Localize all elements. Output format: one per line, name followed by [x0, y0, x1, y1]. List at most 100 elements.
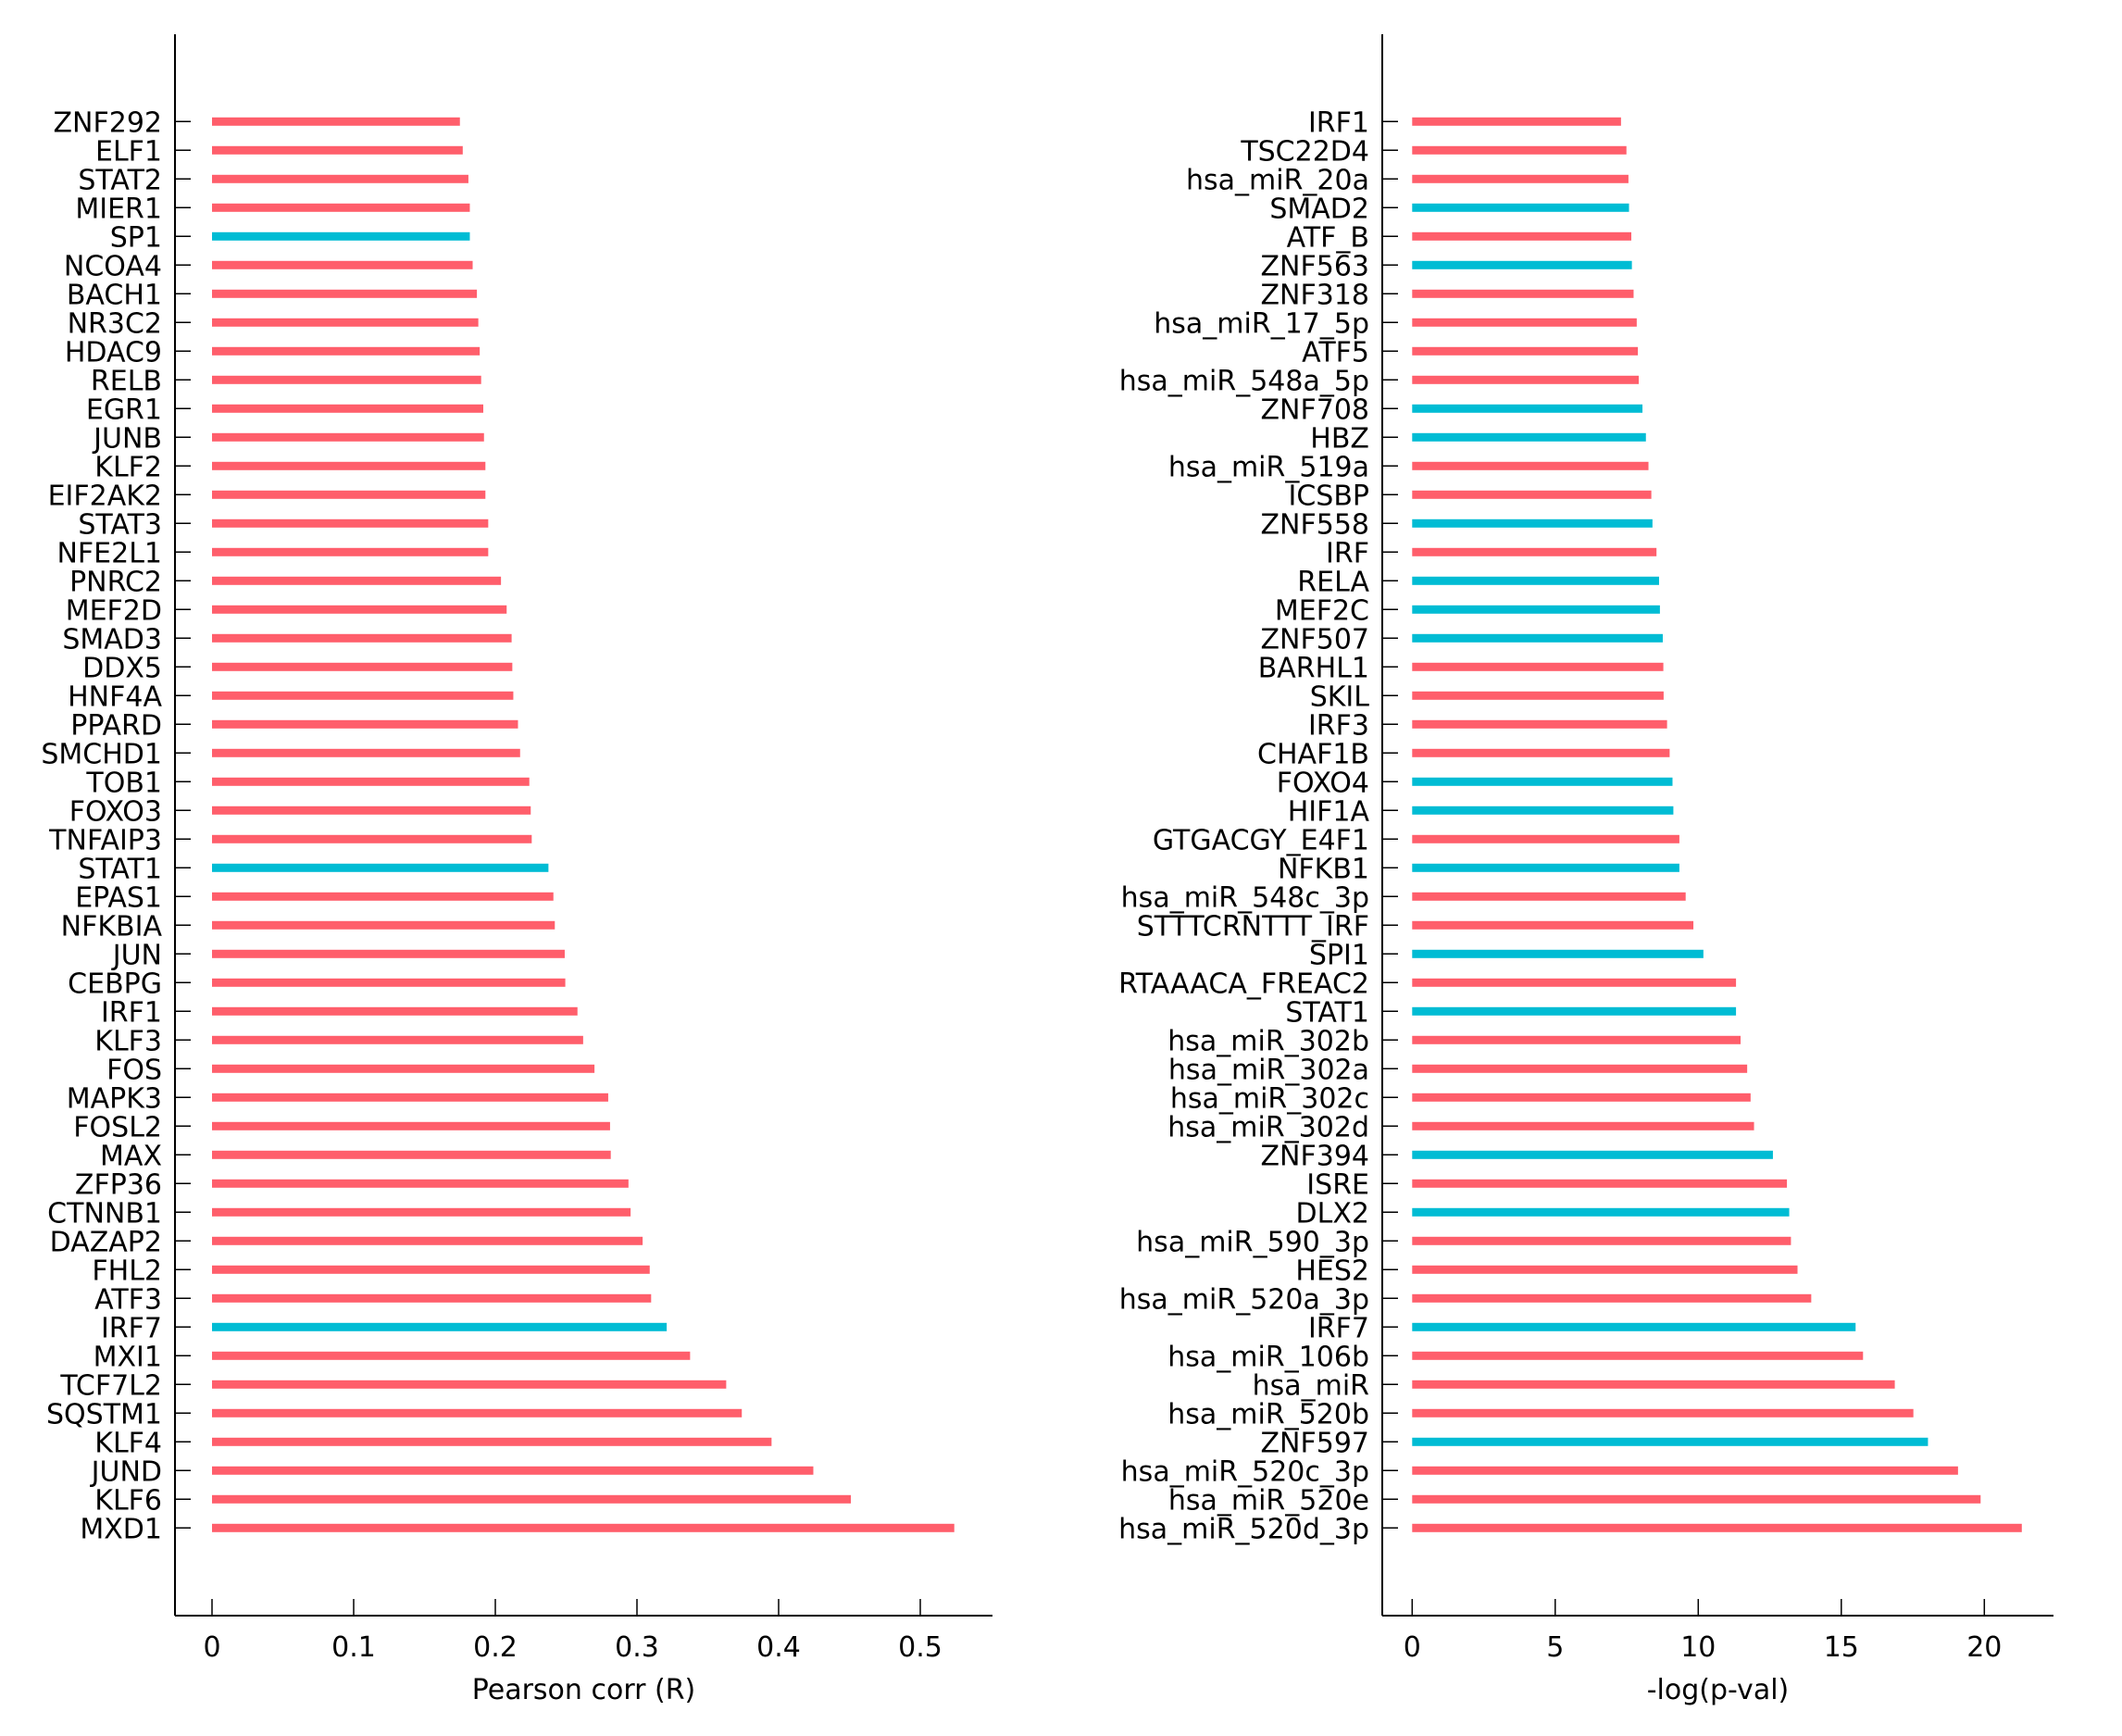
bar-RELA — [1412, 576, 1659, 585]
bar-ZNF318 — [1412, 289, 1634, 298]
bar-MXI1 — [212, 1351, 691, 1360]
bar-CHAF1B — [1412, 748, 1670, 757]
bar-EGR1 — [212, 404, 483, 413]
bar-MAPK3 — [212, 1093, 608, 1102]
category-label: KLF4 — [94, 1427, 162, 1459]
bar-GTGACGY_E4F1 — [1412, 834, 1679, 843]
bar-hsa_miR_20a — [1412, 174, 1629, 183]
category-label: SP1 — [110, 221, 162, 254]
category-label: CTNNB1 — [47, 1197, 162, 1230]
x-tick-label: 0.2 — [473, 1631, 518, 1664]
bar-hsa_miR — [1412, 1380, 1895, 1389]
category-label: hsa_miR_520c_3p — [1121, 1455, 1369, 1488]
bar-KLF3 — [212, 1035, 583, 1044]
bar-hsa_miR_548c_3p — [1412, 892, 1686, 901]
category-label: SMAD3 — [62, 623, 162, 656]
category-label: JUNB — [92, 422, 162, 455]
bar-hsa_miR_302d — [1412, 1121, 1754, 1130]
category-label: hsa_miR_548a_5p — [1119, 365, 1369, 397]
bar-IRF3 — [1412, 719, 1667, 729]
category-label: hsa_miR_520a_3p — [1119, 1283, 1369, 1316]
category-label: HIF1A — [1288, 795, 1370, 828]
category-label: STAT2 — [78, 164, 162, 196]
bar-FOS — [212, 1064, 595, 1073]
bar-MXD1 — [212, 1523, 955, 1532]
bar-ZNF292 — [212, 117, 460, 126]
category-label: JUND — [90, 1455, 162, 1488]
bar-hsa_miR_302b — [1412, 1035, 1741, 1044]
bar-hsa_miR_520d_3p — [1412, 1523, 2022, 1532]
category-label: hsa_miR_302d — [1167, 1111, 1369, 1143]
category-label: GTGACGY_E4F1 — [1153, 824, 1369, 856]
bar-FHL2 — [212, 1265, 650, 1274]
bar-JUN — [212, 949, 565, 958]
bar-SQSTM1 — [212, 1408, 743, 1418]
bar-ZNF563 — [1412, 260, 1632, 269]
bar-SMCHD1 — [212, 748, 520, 757]
category-label: PPARD — [70, 709, 162, 742]
bar-ISRE — [1412, 1179, 1788, 1188]
category-label: EPAS1 — [75, 881, 162, 914]
category-label: ATF_B — [1287, 221, 1369, 254]
category-label: STAT1 — [1285, 996, 1369, 1029]
bar-ZFP36 — [212, 1179, 629, 1188]
category-label: TNFAIP3 — [48, 824, 162, 856]
bar-PPARD — [212, 719, 518, 729]
bar-STAT1 — [212, 863, 549, 872]
bar-STAT3 — [212, 518, 489, 528]
category-label: STTTCRNTTT_IRF — [1137, 910, 1369, 943]
category-label: ICSBP — [1288, 480, 1369, 512]
category-label: ATF5 — [1302, 336, 1369, 368]
bar-ATF_B — [1412, 231, 1631, 241]
bar-hsa_miR_17_5p — [1412, 318, 1637, 327]
bar-JUND — [212, 1466, 814, 1475]
x-tick-label: 0.3 — [615, 1631, 659, 1664]
category-label: ZNF394 — [1260, 1140, 1369, 1172]
category-label: RTAAACA_FREAC2 — [1118, 968, 1369, 1000]
category-label: STAT1 — [78, 853, 162, 885]
x-tick-label: 0 — [1404, 1631, 1421, 1664]
bar-HIF1A — [1412, 806, 1674, 815]
x-tick-label: 5 — [1546, 1631, 1564, 1664]
category-label: IRF1 — [101, 996, 162, 1029]
bar-TCF7L2 — [212, 1380, 727, 1389]
category-label: hsa_miR_519a — [1168, 451, 1369, 483]
category-label: RELB — [91, 365, 162, 397]
category-label: MEF2D — [66, 594, 162, 627]
category-label: ELF1 — [95, 135, 162, 168]
category-label: DLX2 — [1296, 1197, 1369, 1230]
bar-KLF6 — [212, 1494, 852, 1504]
category-label: hsa_miR_548c_3p — [1121, 881, 1369, 914]
category-label: hsa_miR_20a — [1186, 164, 1369, 196]
bar-DDX5 — [212, 662, 513, 671]
category-label: SPI1 — [1309, 939, 1369, 971]
category-label: ZFP36 — [75, 1168, 162, 1201]
category-label: ZNF507 — [1260, 623, 1369, 656]
bar-FOSL2 — [212, 1121, 610, 1130]
bar-PNRC2 — [212, 576, 502, 585]
bar-IRF1 — [1412, 117, 1621, 126]
panel-neg-log-pval: IRF1TSC22D4hsa_miR_20aSMAD2ATF_BZNF563ZN… — [1118, 34, 2053, 1706]
category-label: EIF2AK2 — [48, 480, 162, 512]
category-label: TCF7L2 — [59, 1369, 162, 1402]
x-tick-label: 0.5 — [898, 1631, 942, 1664]
category-label: SKIL — [1310, 681, 1370, 713]
category-label: FOXO3 — [69, 795, 162, 828]
bar-hsa_miR_302a — [1412, 1064, 1748, 1073]
category-label: hsa_miR_302b — [1167, 1025, 1369, 1057]
bar-SMAD3 — [212, 633, 512, 643]
bar-FOXO4 — [1412, 777, 1673, 786]
category-label: DAZAP2 — [50, 1226, 162, 1258]
category-label: EGR1 — [86, 393, 162, 426]
bar-IRF7 — [212, 1322, 668, 1331]
x-tick-label: 15 — [1824, 1631, 1859, 1664]
bar-BACH1 — [212, 289, 478, 298]
bar-ZNF597 — [1412, 1437, 1929, 1446]
x-tick-label: 0.4 — [756, 1631, 801, 1664]
category-label: CHAF1B — [1257, 738, 1369, 770]
category-label: ATF3 — [94, 1283, 162, 1316]
bar-MEF2D — [212, 605, 507, 614]
bar-DAZAP2 — [212, 1236, 643, 1245]
category-label: BACH1 — [67, 279, 162, 311]
category-label: hsa_miR_106b — [1167, 1341, 1369, 1373]
